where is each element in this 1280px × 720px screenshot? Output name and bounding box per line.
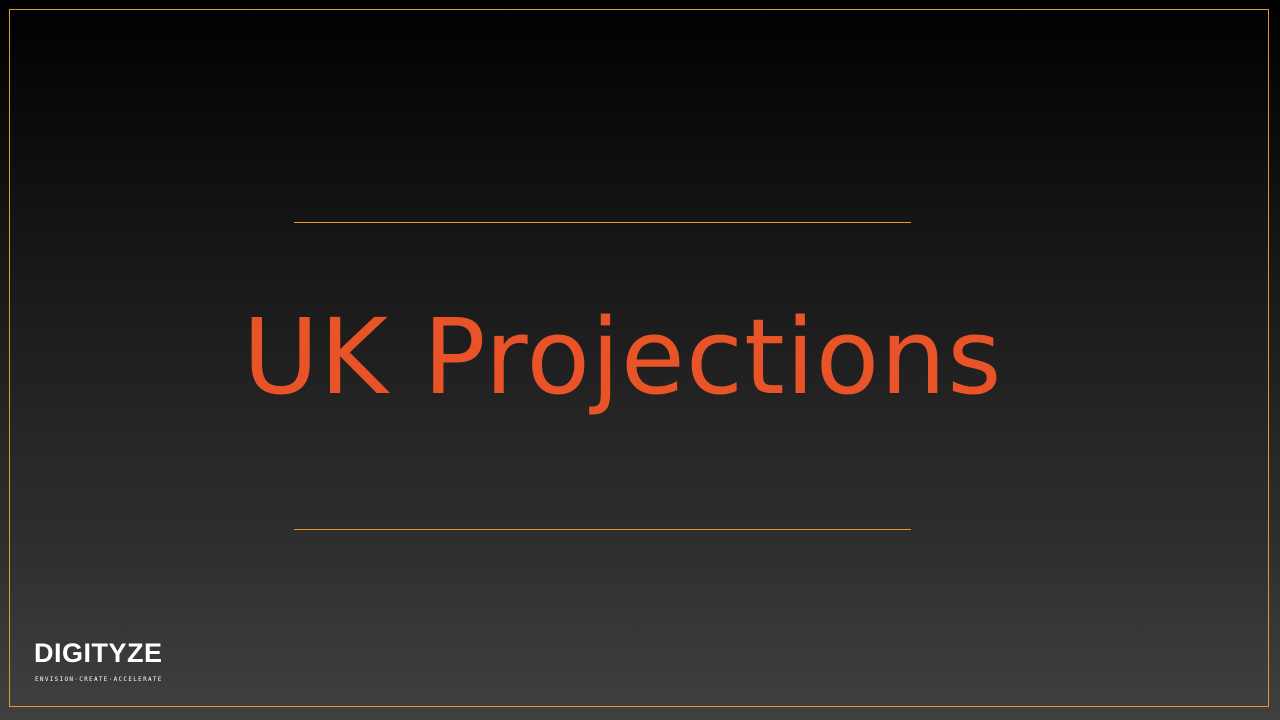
logo-tagline: ENVISION·CREATE·ACCELERATE (35, 676, 163, 683)
top-divider (294, 222, 911, 223)
bottom-divider (294, 529, 911, 530)
company-logo: DIGITYZE ENVISION·CREATE·ACCELERATE (34, 638, 174, 688)
logo-wordmark: DIGITYZE (34, 638, 163, 668)
slide-title: UK Projections (242, 296, 1003, 418)
slide-frame (9, 9, 1269, 707)
